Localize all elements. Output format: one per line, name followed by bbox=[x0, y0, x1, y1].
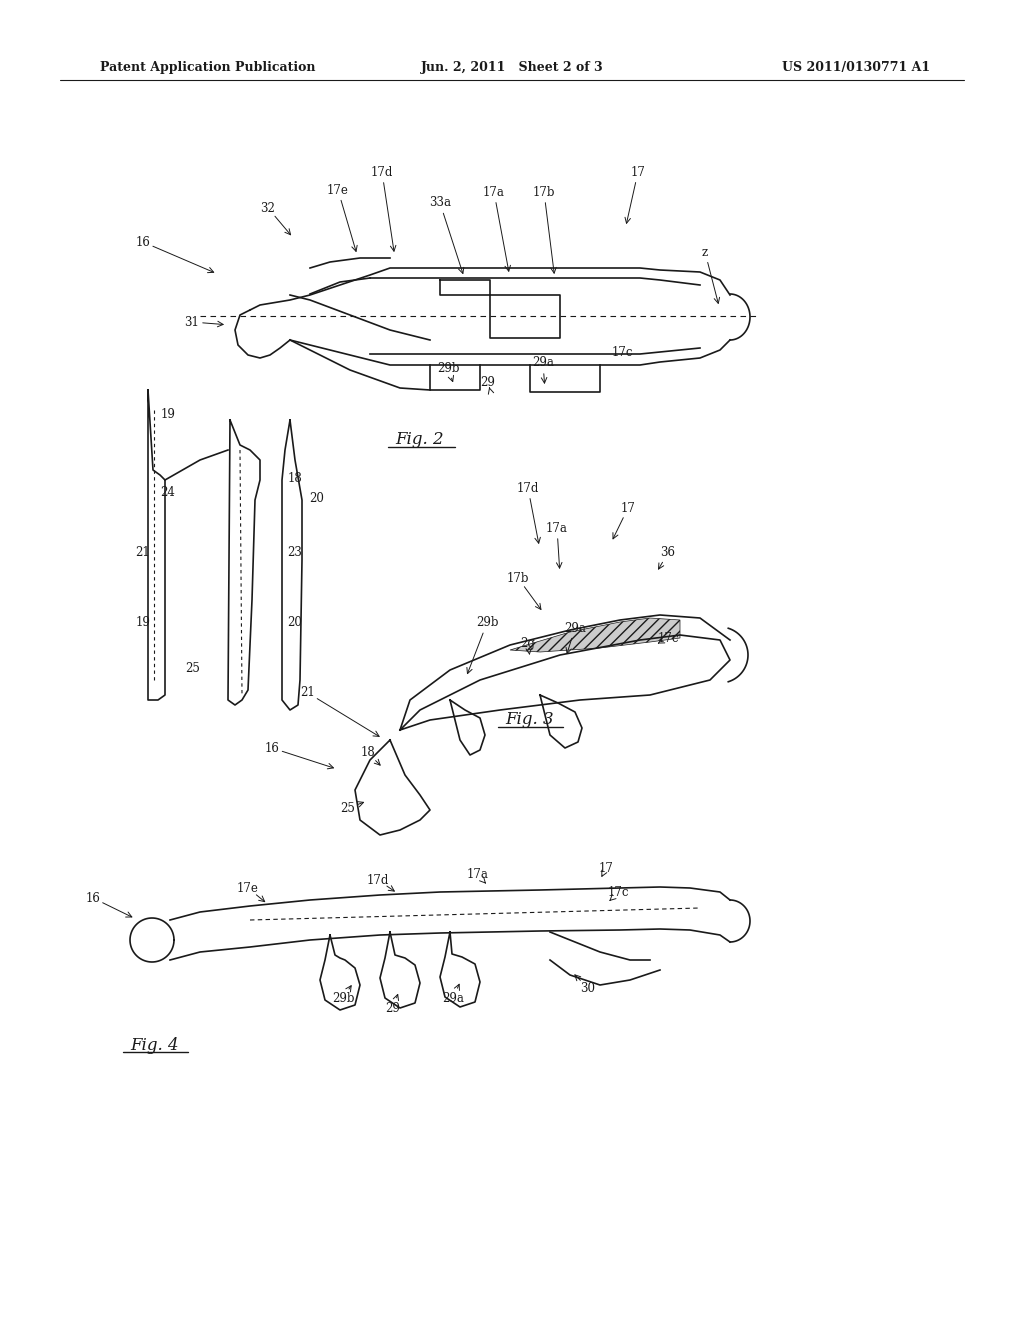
Text: 16: 16 bbox=[264, 742, 280, 755]
Text: 17d: 17d bbox=[367, 874, 389, 887]
Text: Patent Application Publication: Patent Application Publication bbox=[100, 62, 315, 74]
Text: 29b: 29b bbox=[476, 616, 499, 630]
Text: 25: 25 bbox=[185, 661, 201, 675]
Text: 17: 17 bbox=[621, 502, 636, 515]
Text: 17a: 17a bbox=[483, 186, 505, 198]
Text: 17: 17 bbox=[599, 862, 613, 874]
Text: 36: 36 bbox=[660, 546, 676, 560]
Text: 2g: 2g bbox=[520, 636, 536, 649]
Text: 18: 18 bbox=[288, 471, 302, 484]
Text: 16: 16 bbox=[86, 891, 100, 904]
Text: 29a: 29a bbox=[564, 622, 586, 635]
Text: 21: 21 bbox=[135, 546, 151, 560]
Text: 19: 19 bbox=[135, 616, 151, 630]
Text: Fig. 3: Fig. 3 bbox=[506, 711, 554, 729]
Text: 29: 29 bbox=[480, 376, 496, 389]
Text: z: z bbox=[701, 246, 708, 259]
Text: 32: 32 bbox=[260, 202, 275, 214]
Text: 20: 20 bbox=[288, 616, 302, 630]
Text: 29a: 29a bbox=[442, 991, 464, 1005]
Text: 24: 24 bbox=[161, 486, 175, 499]
Text: 29a: 29a bbox=[532, 356, 554, 370]
Text: 31: 31 bbox=[184, 315, 200, 329]
Text: 17e: 17e bbox=[238, 882, 259, 895]
Polygon shape bbox=[510, 618, 680, 652]
Text: 29b: 29b bbox=[332, 991, 354, 1005]
Text: 29: 29 bbox=[386, 1002, 400, 1015]
Text: 17d: 17d bbox=[371, 165, 393, 178]
Text: Fig. 4: Fig. 4 bbox=[131, 1036, 179, 1053]
Text: 17b: 17b bbox=[532, 186, 555, 198]
Text: 17c: 17c bbox=[607, 887, 629, 899]
Text: 20: 20 bbox=[309, 491, 325, 504]
Text: 19: 19 bbox=[161, 408, 175, 421]
Text: 17c: 17c bbox=[657, 631, 679, 644]
Text: 17e: 17e bbox=[327, 183, 349, 197]
Text: US 2011/0130771 A1: US 2011/0130771 A1 bbox=[782, 62, 930, 74]
Text: 17: 17 bbox=[631, 165, 645, 178]
Text: 17b: 17b bbox=[507, 572, 529, 585]
Text: 17a: 17a bbox=[467, 869, 488, 882]
Text: Fig. 2: Fig. 2 bbox=[395, 432, 444, 449]
Text: 21: 21 bbox=[301, 686, 315, 700]
Text: 30: 30 bbox=[581, 982, 596, 994]
Text: 17a: 17a bbox=[546, 521, 568, 535]
Text: 16: 16 bbox=[135, 235, 151, 248]
Text: 33a: 33a bbox=[429, 197, 451, 210]
Text: 17c: 17c bbox=[611, 346, 633, 359]
Text: 17d: 17d bbox=[517, 482, 540, 495]
Text: Jun. 2, 2011   Sheet 2 of 3: Jun. 2, 2011 Sheet 2 of 3 bbox=[421, 62, 603, 74]
Text: 25: 25 bbox=[341, 801, 355, 814]
Text: 18: 18 bbox=[360, 747, 376, 759]
Text: 29b: 29b bbox=[437, 362, 459, 375]
Text: 23: 23 bbox=[288, 546, 302, 560]
